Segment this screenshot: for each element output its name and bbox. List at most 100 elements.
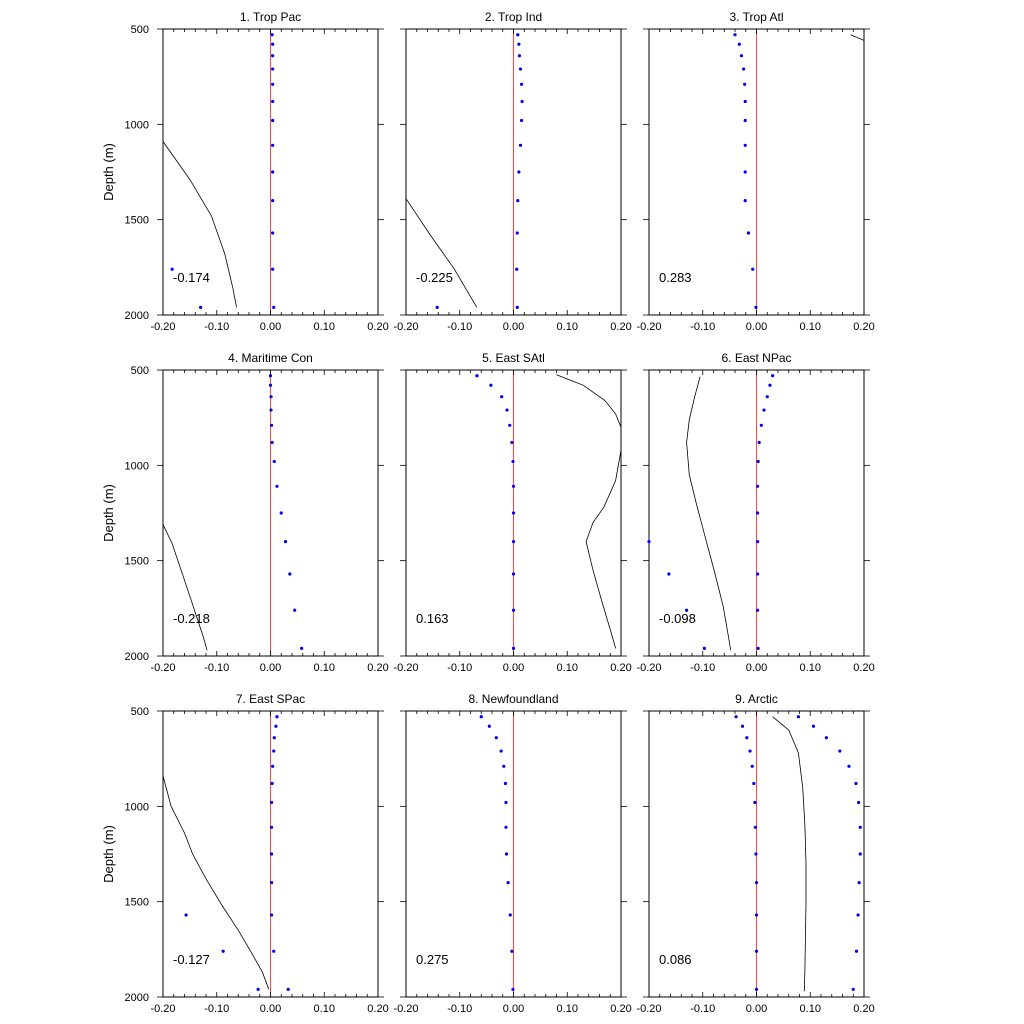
data-point [275,715,279,719]
data-point [519,118,524,123]
x-tick-label: 0.00 [260,662,281,674]
correlation-label: 0.283 [659,270,692,285]
data-point [751,267,755,271]
y-tick-label: 2000 [125,651,149,663]
correlation-label: -0.225 [416,270,453,285]
data-point [750,764,754,768]
correlation-label: 0.275 [416,952,449,967]
x-tick-label: -0.20 [636,1003,661,1015]
panel-4: 4. Maritime Con -0.20 -0.10 0.00 0.10 0.20 500… [101,351,389,674]
x-tick-label: 0.10 [800,321,821,333]
data-point [754,949,759,953]
data-point [270,440,274,445]
panel-title: 4. Maritime Con [228,351,313,365]
x-tick-label: -0.20 [393,321,418,333]
data-point [184,913,188,917]
y-tick-label: 2000 [125,310,149,322]
data-point [268,383,273,387]
data-point [511,987,515,991]
x-tick-label: 0.20 [367,1003,388,1015]
data-point [733,33,737,37]
y-tick-label: 1500 [125,556,149,568]
data-point [271,42,275,46]
profile-line [406,198,478,308]
data-point [500,395,504,399]
x-tick-label: -0.20 [393,1003,418,1015]
data-point [854,781,858,786]
panel-title: 6. East NPac [721,351,791,365]
data-point [269,825,274,829]
data-point [838,749,842,753]
x-tick-label: 0.00 [503,662,524,674]
data-point [847,764,851,768]
data-point [755,608,760,612]
data-point [754,913,759,917]
data-point [269,408,273,412]
data-point [283,540,288,544]
y-tick-label: 500 [131,24,149,36]
data-point [271,99,275,104]
profile-line [772,716,807,992]
x-tick-label: 0.10 [557,1003,578,1015]
data-point [759,423,763,427]
data-point [511,511,516,515]
data-point [762,408,766,412]
data-point [743,199,747,203]
panel-1: 1. Trop Pac -0.20 -0.10 0.00 0.10 0.20 500 1000… [101,10,389,333]
data-point [519,82,524,86]
x-tick-label: -0.10 [447,662,472,674]
data-point [269,913,274,917]
profile-line [163,524,208,651]
x-tick-label: 0.10 [800,662,821,674]
x-tick-label: 0.20 [367,662,388,674]
data-point [256,987,260,991]
x-tick-label: 0.00 [260,1003,281,1015]
profile-line [850,34,864,41]
correlation-label: -0.098 [659,611,696,626]
data-point [516,199,520,203]
profile-line [163,775,270,990]
panel-8: 8. Newfoundland -0.20 -0.10 0.00 0.10 0.20 0.2… [393,692,631,1015]
x-tick-label: 0.00 [260,321,281,333]
x-tick-label: -0.20 [150,1003,175,1015]
data-point [740,724,745,728]
data-point [487,724,491,728]
data-point [518,143,523,147]
x-tick-label: -0.20 [150,321,175,333]
x-tick-label: 0.10 [557,662,578,674]
panel-title: 2. Trop Ind [485,10,542,24]
x-tick-label: 0.00 [746,662,767,674]
y-tick-label: 1000 [125,119,149,131]
x-tick-label: 0.10 [314,321,335,333]
profile-line [556,374,621,649]
y-axis-label: Depth (m) [101,825,116,883]
data-point [272,749,276,753]
data-point [272,949,276,953]
x-tick-label: -0.10 [690,662,715,674]
panel-9: 9. Arctic -0.20 -0.10 0.00 0.10 0.20 0.086 [636,692,874,1015]
x-tick-label: -0.10 [204,1003,229,1015]
data-point [511,572,516,576]
x-tick-label: 0.20 [610,321,631,333]
x-tick-label: -0.20 [393,662,418,674]
data-point [755,572,760,576]
data-point [288,572,292,576]
data-point [518,67,523,71]
data-point [857,800,861,805]
data-point [271,143,275,147]
data-point [753,825,758,829]
data-point [170,267,174,271]
data-point [796,715,801,719]
data-point [271,82,275,86]
data-point [517,170,521,174]
data-point [508,423,512,427]
data-point [502,764,506,768]
data-point [756,646,760,650]
data-point [515,267,519,271]
data-point [824,736,828,740]
data-point [756,459,760,464]
panel-2: 2. Trop Ind -0.20 -0.10 0.00 0.10 0.20 -0.225 [393,10,631,333]
data-point [854,949,859,953]
y-axis-label: Depth (m) [101,484,116,542]
x-tick-label: -0.10 [447,321,472,333]
